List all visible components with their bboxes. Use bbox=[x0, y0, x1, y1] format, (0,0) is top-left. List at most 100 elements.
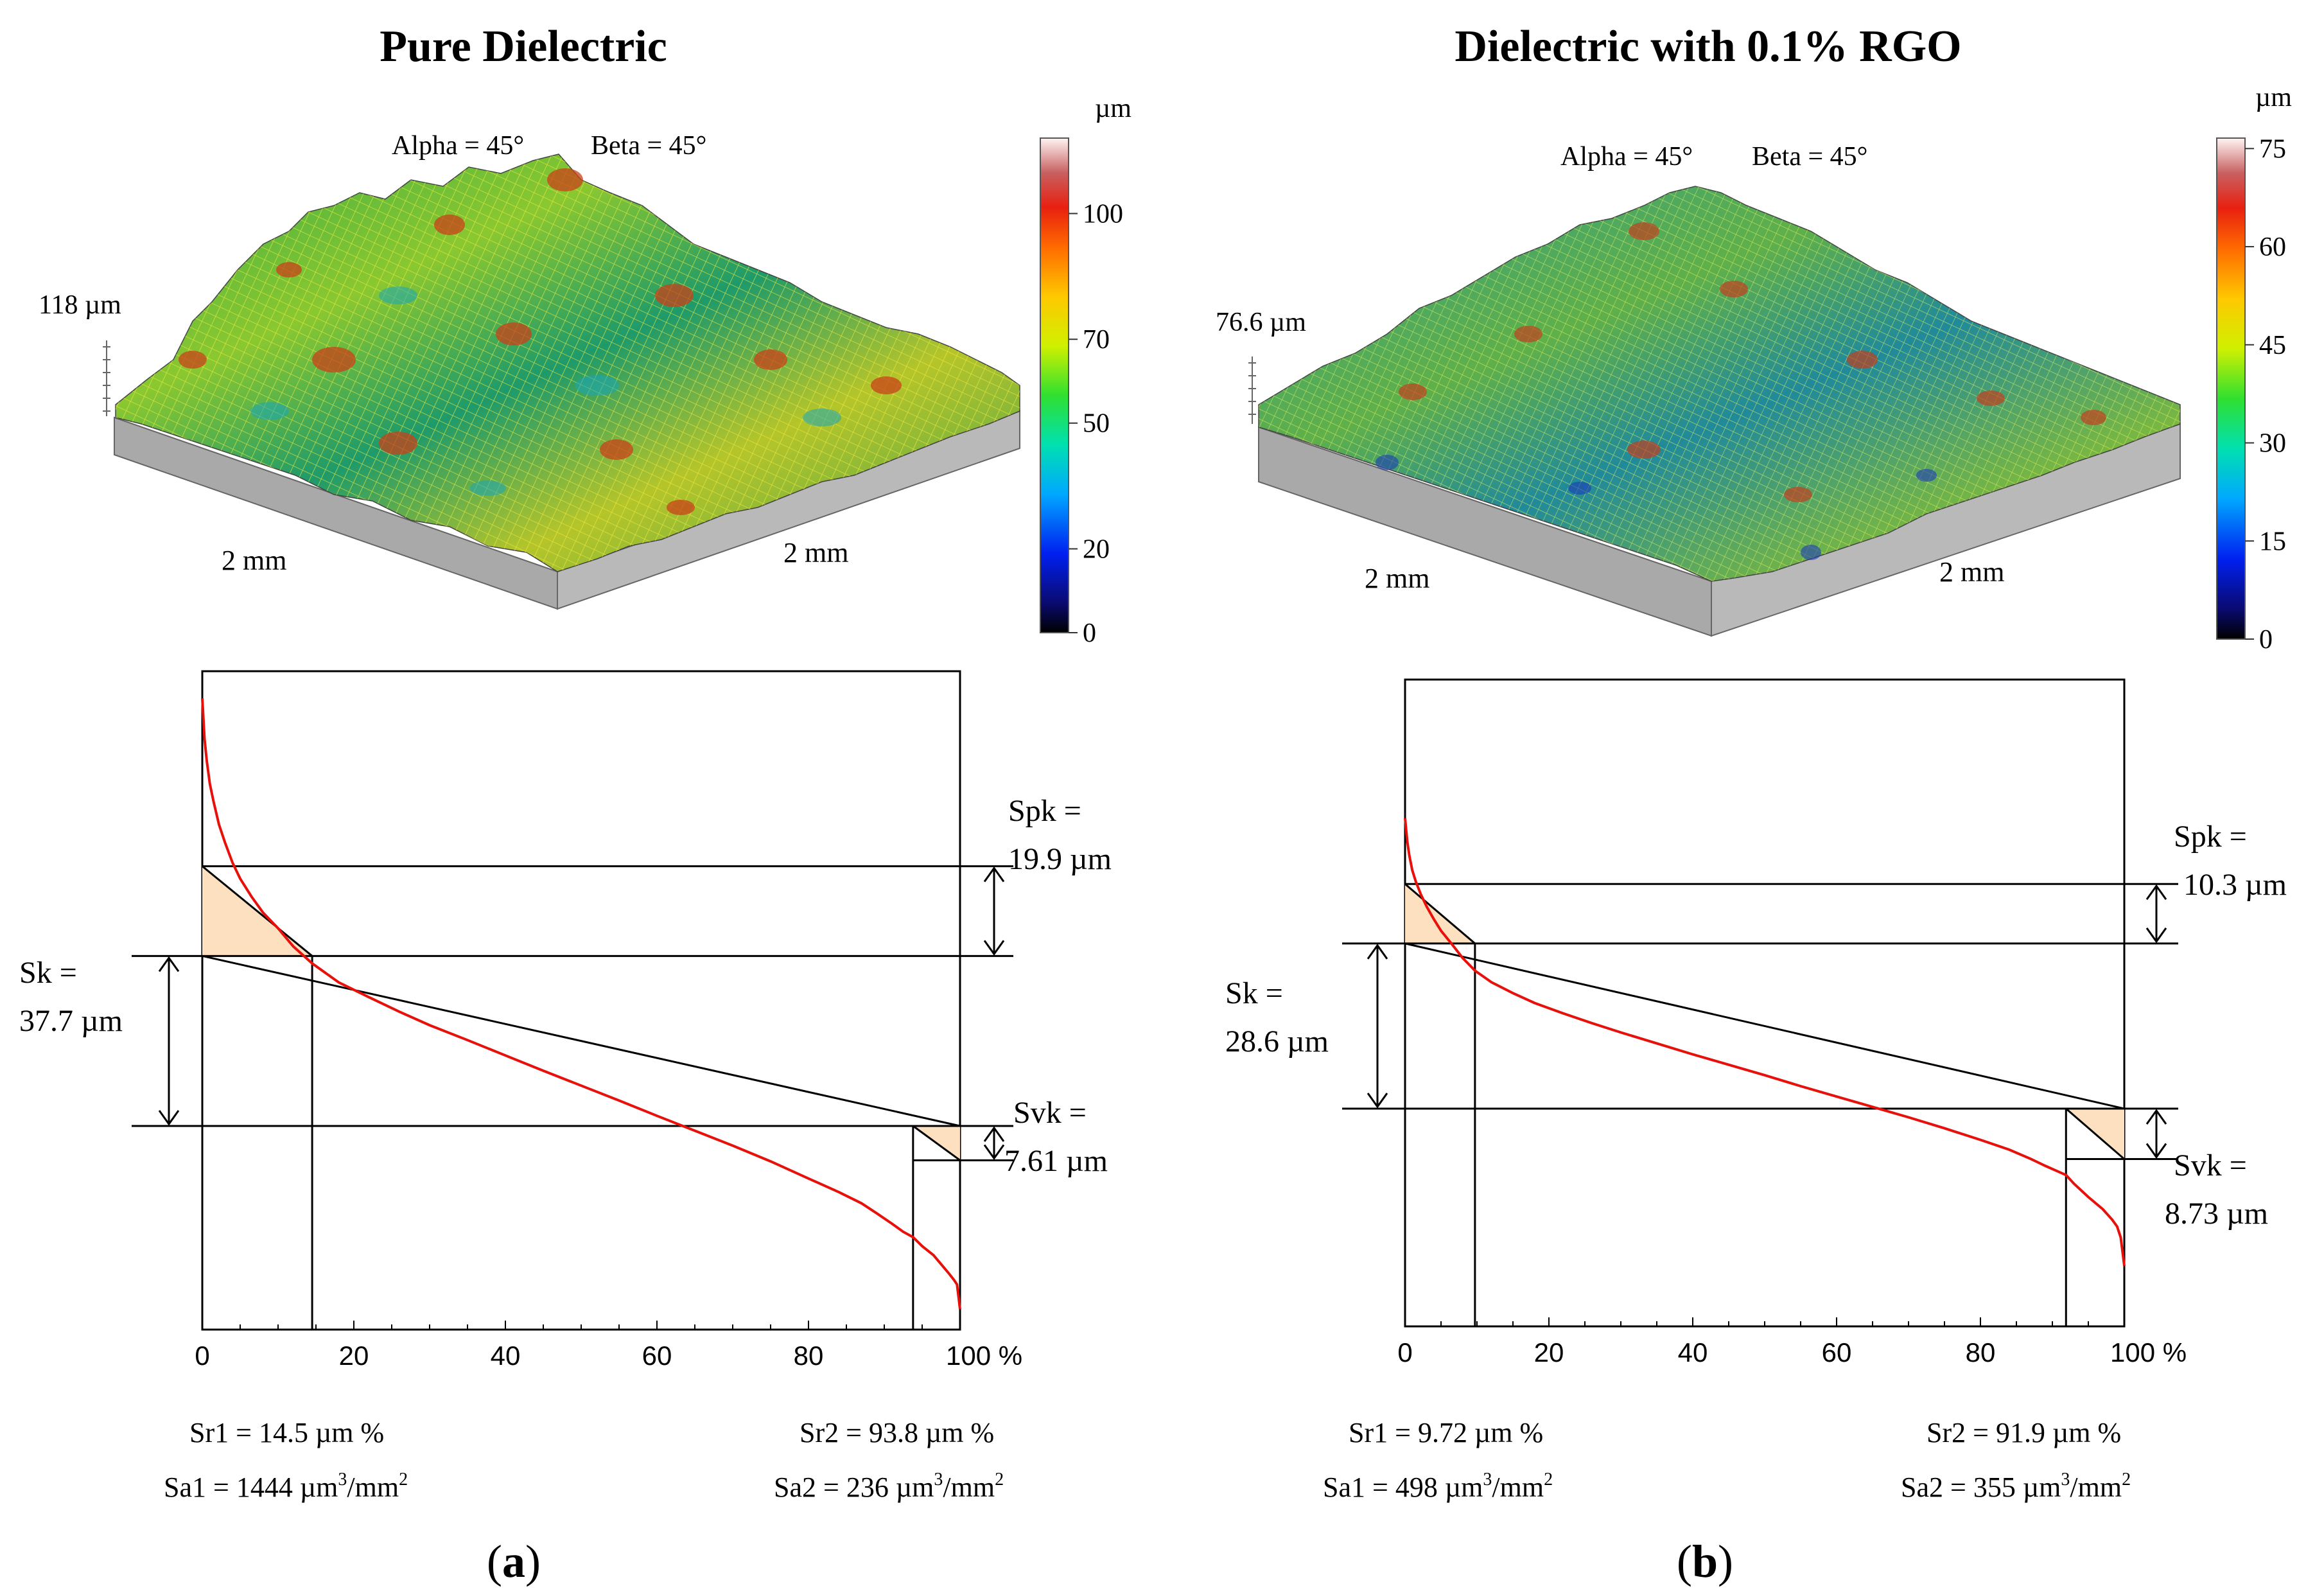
spk-arrow-head-top bbox=[983, 866, 1005, 883]
x-tick-label: 60 bbox=[642, 1340, 672, 1371]
sk-label: Sk = bbox=[1225, 976, 1283, 1010]
spk-value: 19.9 µm bbox=[1008, 842, 1112, 876]
equivalent-straight-line bbox=[1404, 942, 2125, 1110]
panel-b-surface-plot: Alpha = 45° Beta = 45° 76.6 µm 2 mm 2 mm bbox=[1216, 142, 2181, 637]
surface-height-label: 76.6 µm bbox=[1216, 308, 1306, 337]
sa1-text-main: Sa1 = 1444 µm bbox=[164, 1472, 338, 1503]
surface-alpha-label: Alpha = 45° bbox=[392, 131, 524, 161]
x-tick-label: 100 % bbox=[946, 1340, 1022, 1371]
x-tick-label: 0 bbox=[1397, 1337, 1412, 1367]
surface-mesh bbox=[1259, 186, 2180, 581]
colorbar-tick-label: 50 bbox=[1083, 409, 1110, 439]
spk-label: Spk = bbox=[2174, 820, 2247, 854]
svk-arrow-head-bottom bbox=[983, 1144, 1005, 1161]
surface-peaks bbox=[179, 168, 902, 515]
svk-arrow-head-top bbox=[2145, 1109, 2167, 1125]
chart-frame bbox=[201, 670, 961, 1331]
sa2-text: Sa2 = 355 µm3/mm2 bbox=[1901, 1470, 2131, 1503]
sa2-text: Sa2 = 236 µm3/mm2 bbox=[774, 1470, 1004, 1503]
sa1-text: Sa1 = 498 µm3/mm2 bbox=[1323, 1470, 1553, 1503]
sk-label: Sk = bbox=[19, 956, 77, 990]
svk-triangle-hypotenuse bbox=[2065, 1107, 2125, 1160]
equivalent-straight-line bbox=[202, 954, 961, 1127]
sa1-text-main: Sa1 = 498 µm bbox=[1323, 1472, 1483, 1503]
colorbar-gradient bbox=[1040, 137, 1069, 633]
sk-value: 28.6 µm bbox=[1225, 1024, 1329, 1059]
panel-b: Dielectric with 0.1% RGO bbox=[1216, 22, 2292, 1587]
bearing-area-curve bbox=[1404, 818, 2126, 1266]
sa1-text-sup: 3 bbox=[1483, 1470, 1492, 1490]
panel-a-bearing-chart: 0 20 40 60 80 100 % Spk = 19.9 µm Sk = 37.7 µm Svk… bbox=[19, 670, 1112, 1503]
sa1-text-sup2: 2 bbox=[1544, 1470, 1553, 1490]
colorbar-tick-label: 70 bbox=[1083, 325, 1110, 355]
sr1-text: Sr1 = 14.5 µm % bbox=[189, 1417, 384, 1448]
sr1-text: Sr1 = 9.72 µm % bbox=[1349, 1417, 1543, 1448]
chart-frame bbox=[1404, 678, 2126, 1328]
colorbar-tick-label: 20 bbox=[1083, 534, 1110, 564]
surface-mesh bbox=[116, 154, 1020, 572]
x-tick-label: 0 bbox=[195, 1340, 209, 1371]
panel-b-bearing-chart: 0 20 40 60 80 100 % Spk = 10.3 µm Sk = 28.6 µm Svk… bbox=[1225, 678, 2287, 1503]
sa2-text-main: Sa2 = 355 µm bbox=[1901, 1472, 2061, 1503]
sk-arrow-head-top bbox=[158, 956, 180, 972]
colorbar-tick-label: 75 bbox=[2259, 134, 2286, 164]
x-tick-label: 60 bbox=[1822, 1337, 1852, 1367]
colorbar-tick-label: 15 bbox=[2259, 527, 2286, 556]
bearing-area-curve bbox=[201, 698, 961, 1310]
colorbar-unit: µm bbox=[1095, 94, 1131, 123]
colorbar-tick-label: 30 bbox=[2259, 429, 2286, 459]
sa2-text-sup2: 2 bbox=[995, 1470, 1004, 1490]
panel-a-title: Pure Dielectric bbox=[380, 22, 667, 71]
panel-a-caption: (a) bbox=[487, 1536, 541, 1587]
svk-arrow-head-bottom bbox=[2145, 1143, 2167, 1159]
colorbar-gradient bbox=[2216, 137, 2246, 640]
x-tick-label: 20 bbox=[339, 1340, 369, 1371]
surface-y-label: 2 mm bbox=[1939, 556, 2004, 588]
x-tick-label: 40 bbox=[1678, 1337, 1708, 1367]
surface-y-label: 2 mm bbox=[783, 537, 848, 568]
x-tick-label: 20 bbox=[1534, 1337, 1564, 1367]
colorbar-ticks: 0 20 50 70 100 bbox=[1069, 199, 1123, 648]
spk-arrow-head-top bbox=[2145, 884, 2167, 901]
sa2-text-sup: 3 bbox=[2061, 1470, 2070, 1490]
sk-arrow-head-top bbox=[1367, 944, 1388, 960]
x-tick-label: 80 bbox=[1966, 1337, 1996, 1367]
svk-label: Svk = bbox=[1013, 1096, 1087, 1130]
panel-a-colorbar: µm 0 20 50 70 100 bbox=[1040, 94, 1131, 648]
sr2-text: Sr2 = 91.9 µm % bbox=[1926, 1417, 2121, 1448]
spk-arrow-head-bottom bbox=[983, 940, 1005, 956]
colorbar-tick-label: 60 bbox=[2259, 233, 2286, 262]
spk-label: Spk = bbox=[1008, 794, 1081, 828]
svk-triangle-hypotenuse bbox=[912, 1125, 961, 1161]
sa2-text-sup2: 2 bbox=[2122, 1470, 2131, 1490]
sk-arrow-head-bottom bbox=[158, 1110, 180, 1126]
svk-arrow-head-top bbox=[983, 1126, 1005, 1142]
spk-arrow-head-bottom bbox=[2145, 927, 2167, 944]
colorbar-ticks: 0 15 30 45 60 75 bbox=[2245, 134, 2286, 655]
x-tick-label: 100 % bbox=[2110, 1337, 2187, 1367]
spk-triangle-hypotenuse bbox=[1404, 883, 1476, 945]
surface-x-label: 2 mm bbox=[1365, 563, 1429, 594]
x-tick-label: 40 bbox=[491, 1340, 521, 1371]
surface-height-label: 118 µm bbox=[39, 290, 121, 320]
sa2-text-sup: 3 bbox=[934, 1470, 943, 1490]
sa1-text-tail: /mm bbox=[1492, 1472, 1544, 1503]
colorbar-tick-label: 0 bbox=[1083, 619, 1096, 648]
surface-valleys bbox=[250, 286, 841, 496]
surface-beta-label: Beta = 45° bbox=[1752, 142, 1867, 171]
surface-beta-label: Beta = 45° bbox=[591, 131, 706, 161]
surface-peaks bbox=[1399, 222, 2106, 502]
surface-height-scale bbox=[1248, 356, 1256, 424]
sa1-text-sup2: 2 bbox=[399, 1470, 408, 1490]
surface-valleys bbox=[1376, 455, 1937, 560]
surface-height-scale bbox=[103, 340, 110, 416]
spk-triangle-hypotenuse bbox=[202, 865, 313, 957]
panel-b-colorbar: µm 0 15 30 45 60 75 bbox=[2216, 83, 2292, 655]
sa1-text-sup: 3 bbox=[338, 1470, 347, 1490]
panel-b-caption: (b) bbox=[1677, 1536, 1733, 1587]
spk-value: 10.3 µm bbox=[2183, 868, 2287, 902]
colorbar-unit: µm bbox=[2255, 83, 2292, 112]
surface-alpha-label: Alpha = 45° bbox=[1560, 142, 1693, 171]
sk-value: 37.7 µm bbox=[19, 1004, 123, 1038]
